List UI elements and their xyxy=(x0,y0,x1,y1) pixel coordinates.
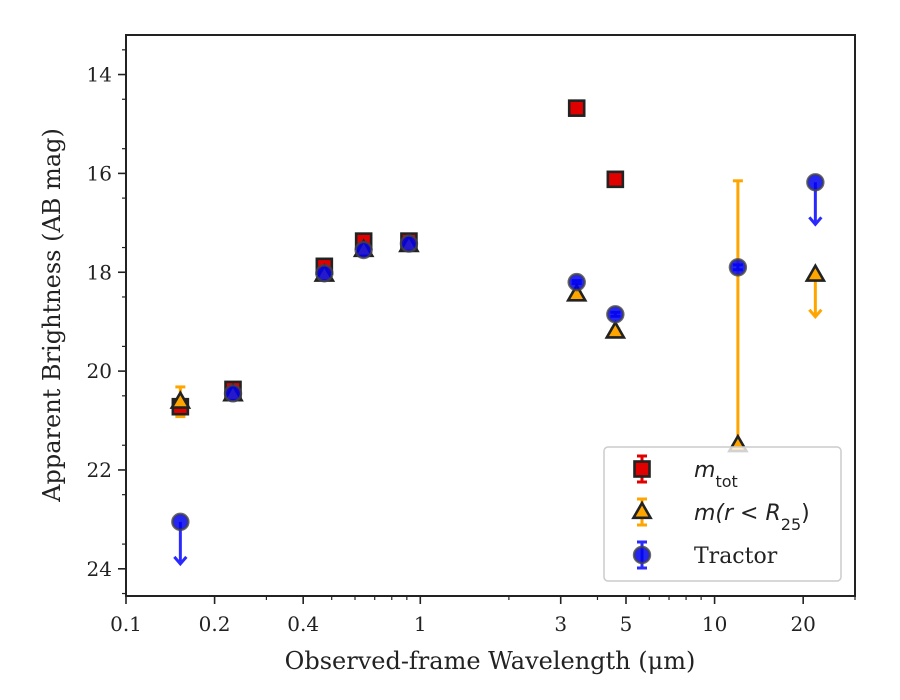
data-point-circle xyxy=(567,272,586,292)
x-tick-label: 0.4 xyxy=(287,612,319,636)
y-tick-label: 18 xyxy=(87,260,112,284)
data-point-square xyxy=(606,170,625,189)
upper-limit-arrowhead xyxy=(808,308,823,320)
data-point-circle xyxy=(315,264,334,283)
x-tick-label: 3 xyxy=(554,612,567,636)
data-point-circle xyxy=(223,384,243,403)
legend-box xyxy=(603,446,842,582)
legend-marker-circle xyxy=(632,545,652,565)
y-tick-label: 24 xyxy=(87,557,112,581)
x-tick-label: 20 xyxy=(790,612,815,636)
data-point-circle xyxy=(399,234,419,253)
data-point-circle xyxy=(606,305,625,324)
data-point-triangle xyxy=(169,390,192,409)
x-tick-label: 1 xyxy=(414,612,427,636)
y-tick-label: 22 xyxy=(87,458,112,482)
x-tick-label: 0.1 xyxy=(110,612,142,636)
x-tick-label: 0.2 xyxy=(199,612,231,636)
data-point-circle xyxy=(354,240,373,260)
legend-marker-square xyxy=(633,460,651,478)
upper-limit-arrowhead xyxy=(173,555,188,567)
legend-marker-triangle xyxy=(631,500,653,520)
axes: 0.1 0.2 0.4 1 3 5 10 20 14 16 18 20 22 24 xyxy=(87,34,856,636)
marker-layer xyxy=(169,99,827,532)
y-axis-label: Apparent Brightness (AB mag) xyxy=(38,128,66,503)
data-point-triangle xyxy=(804,263,827,282)
data-point-circle xyxy=(728,258,748,277)
x-tick-label: 5 xyxy=(620,612,633,636)
legend-label: Tractor xyxy=(694,544,778,569)
data-point-triangle xyxy=(565,282,588,302)
x-tick-label: 10 xyxy=(702,612,727,636)
data-point-square xyxy=(567,99,586,117)
y-tick-label: 16 xyxy=(87,161,112,185)
data-point-circle xyxy=(806,173,825,192)
data-point-triangle xyxy=(604,319,627,339)
plot-frame xyxy=(125,34,856,597)
data-point-circle xyxy=(171,512,190,532)
y-tick-label: 20 xyxy=(87,359,112,383)
upper-limit-arrowhead xyxy=(808,216,823,227)
x-axis-label: Observed-frame Wavelength (μm) xyxy=(285,647,696,675)
y-tick-label: 14 xyxy=(87,63,112,87)
